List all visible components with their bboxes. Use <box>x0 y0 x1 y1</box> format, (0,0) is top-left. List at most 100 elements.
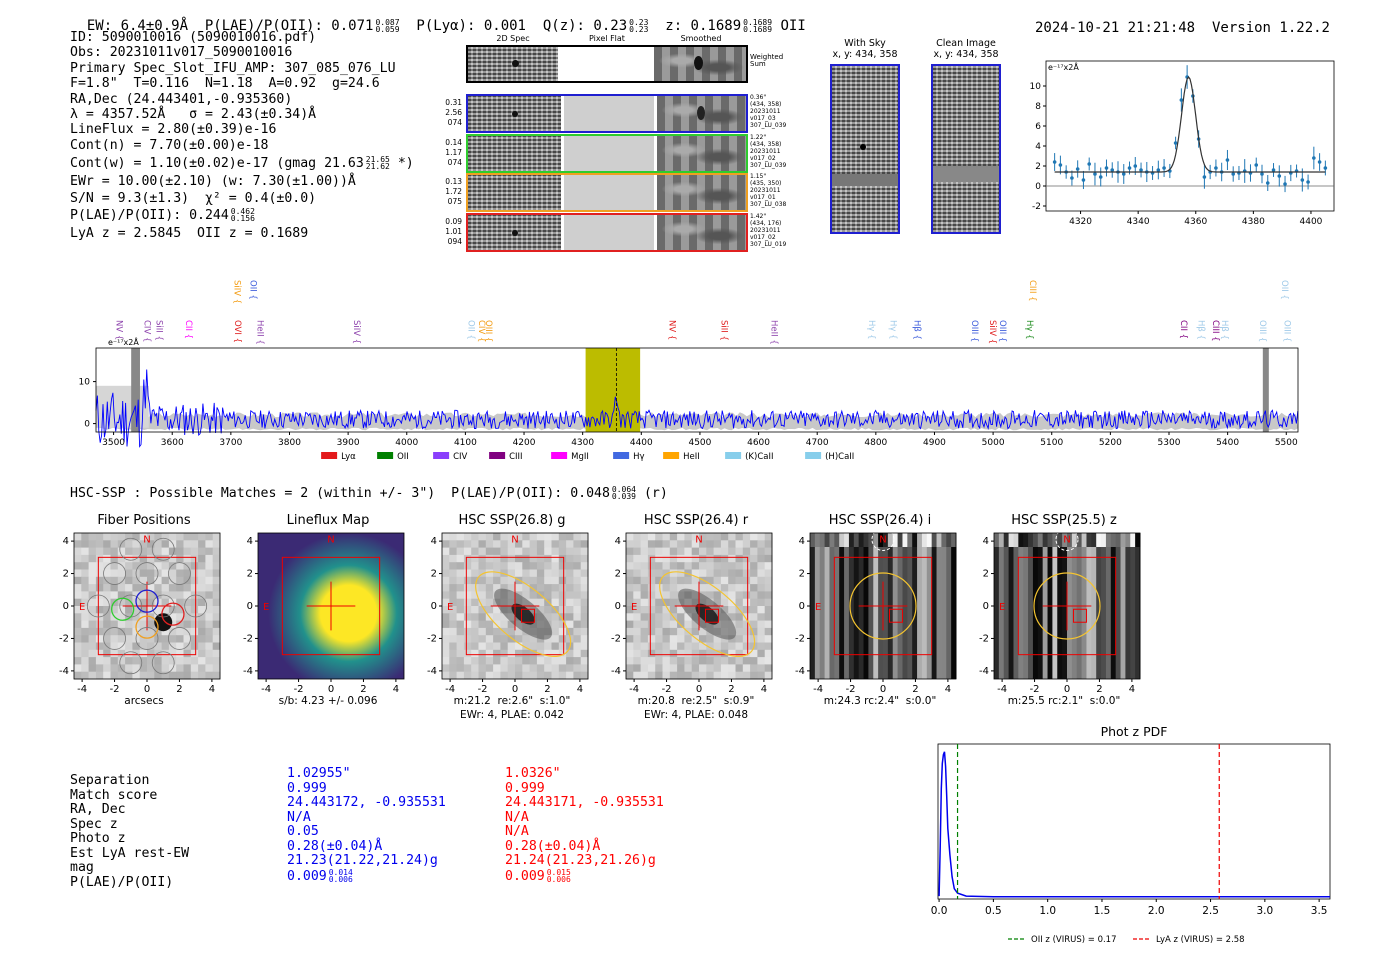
x-tick-label: 5300 <box>1158 438 1181 448</box>
image-strip <box>1057 547 1063 679</box>
image-pixel <box>103 533 111 541</box>
legend-label: Hγ <box>633 452 644 462</box>
image-pixel <box>449 635 458 643</box>
image-pixel <box>640 635 649 643</box>
image-pixel <box>442 627 450 636</box>
image-pixel <box>626 671 634 680</box>
image-pixel <box>74 664 82 673</box>
image-pixel <box>750 598 758 607</box>
image-pixel <box>640 671 649 680</box>
image-pixel <box>706 533 715 541</box>
image-pixel <box>699 664 707 673</box>
image-pixel <box>757 569 766 578</box>
fiber-meta-line: (434, 358) <box>750 101 782 108</box>
image-pixel <box>706 576 715 585</box>
fov-box <box>1017 556 1117 656</box>
image-pixel <box>551 620 560 629</box>
line-label: OIII { <box>997 320 1007 342</box>
image-pixel <box>720 540 729 549</box>
image-pixel <box>147 584 155 592</box>
image-pixel <box>684 635 693 643</box>
image-pixel <box>190 562 199 570</box>
legend-label: (H)CaII <box>825 452 854 462</box>
image-pixel <box>485 540 494 549</box>
image-pixel <box>95 554 104 563</box>
image-pixel <box>647 606 656 614</box>
image-pixel <box>132 627 141 636</box>
image-pixel <box>74 606 82 614</box>
image-pixel <box>647 613 656 622</box>
info-redshifts: LyA z = 2.5845 OII z = 0.1689 <box>70 225 309 241</box>
match-value-text: 1.02955" <box>287 766 351 781</box>
image-pixel <box>522 547 531 556</box>
image-strip <box>858 533 865 547</box>
image-pixel <box>750 584 758 592</box>
line-label: SiII { <box>719 320 729 341</box>
image-pixel <box>478 591 487 600</box>
image-pixel <box>684 533 693 541</box>
x-tick-label: -2 <box>110 684 120 695</box>
image-pixel <box>640 620 649 629</box>
image-pixel <box>691 540 700 549</box>
image-pixel <box>190 554 199 563</box>
x-tick-label: 2.0 <box>1148 905 1165 917</box>
image-pixel <box>536 584 545 592</box>
data-point <box>1260 172 1264 176</box>
image-pixel <box>205 598 214 607</box>
image-pixel <box>139 649 148 658</box>
x-tick-label: 4 <box>761 684 767 695</box>
fiber-circle <box>168 627 191 650</box>
image-pixel <box>757 627 766 636</box>
image-strip <box>1047 547 1053 679</box>
image-pixel <box>205 547 214 556</box>
image-pixel <box>580 627 589 636</box>
image-strip <box>892 547 899 679</box>
image-pixel <box>463 642 472 651</box>
image-pixel <box>485 620 494 629</box>
image-pixel <box>205 657 214 665</box>
image-pixel <box>684 613 693 622</box>
image-pixel <box>647 576 656 585</box>
image-pixel <box>88 562 97 570</box>
image-pixel <box>662 562 671 570</box>
image-pixel <box>147 671 155 680</box>
image-pixel <box>183 635 192 643</box>
image-pixel <box>764 533 773 541</box>
image-pixel <box>147 649 155 658</box>
fiber-stat: 1.01 <box>445 226 462 236</box>
info-contn: Cont(n) = 7.70(±0.00)e-18 <box>70 137 269 153</box>
image-strip <box>853 533 860 547</box>
match-value: 0.28(±0.04)Å <box>505 839 664 855</box>
image-pixel <box>103 671 111 680</box>
image-pixel <box>522 635 531 643</box>
image-pixel <box>522 562 531 570</box>
image-pixel <box>449 598 458 607</box>
data-point <box>1265 181 1270 185</box>
image-pixel <box>88 554 97 563</box>
image-pixel <box>161 657 170 665</box>
image-pixel <box>750 533 758 541</box>
line-label: NV { <box>114 320 124 340</box>
image-pixel <box>662 635 671 643</box>
image-pixel <box>95 635 104 643</box>
match-value: 0.05 <box>287 824 446 840</box>
image-pixel <box>154 606 163 614</box>
image-pixel <box>573 547 582 556</box>
image-pixel <box>485 642 494 651</box>
hsc-panel-sub: EWr: 4, PLAE: 0.048 <box>643 709 749 721</box>
info-primary: Primary Spec_Slot_IFU_AMP: 307_085_076_L… <box>70 60 396 76</box>
image-pixel <box>500 664 509 673</box>
image-strip <box>926 533 933 547</box>
image-pixel <box>139 591 148 600</box>
image-pixel <box>198 642 206 651</box>
y-tick-label: 4 <box>799 536 805 547</box>
image-pixel <box>757 562 766 570</box>
y-tick-label: 2 <box>615 569 621 580</box>
image-pixel <box>154 671 163 680</box>
image-pixel <box>125 576 133 585</box>
fiber-circle <box>135 562 159 585</box>
image-pixel <box>626 591 634 600</box>
match-value: 24.443171, -0.935531 <box>505 795 664 811</box>
image-pixel <box>449 540 458 549</box>
